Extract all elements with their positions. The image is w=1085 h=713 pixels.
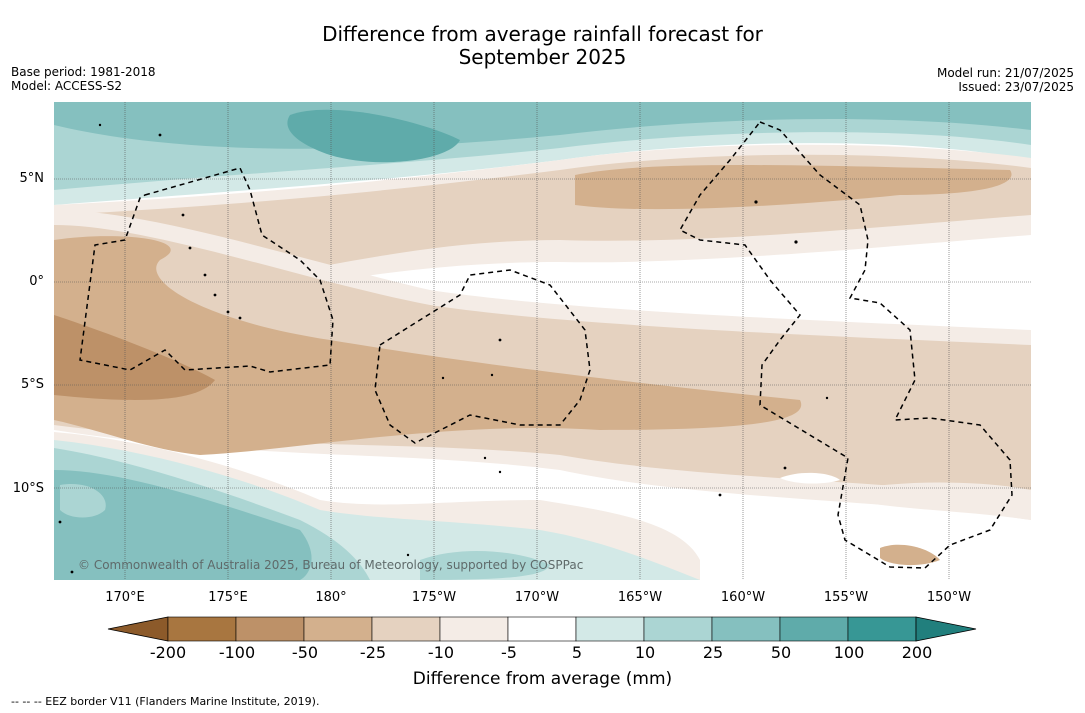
- colorbar-tick-label: 25: [702, 643, 724, 662]
- meta-left: Base period: 1981-2018 Model: ACCESS-S2: [11, 65, 156, 93]
- latitude-label: 5°N: [19, 171, 45, 186]
- longitude-label: 170°E: [105, 590, 145, 605]
- longitude-label: 180°: [315, 590, 347, 605]
- colorbar-tick-label: 100: [833, 643, 865, 662]
- longitude-label: 155°W: [823, 590, 869, 605]
- longitude-label: 175°W: [411, 590, 457, 605]
- rainfall-anomaly-map: [54, 102, 1031, 580]
- colorbar-tick-label: -25: [359, 643, 387, 662]
- colorbar-title: Difference from average (mm): [412, 669, 673, 689]
- latitude-label: 10°S: [12, 481, 44, 496]
- base-period-label: Base period: 1981-2018: [11, 65, 156, 79]
- colorbar-tick-label: 5: [571, 643, 583, 662]
- copyright-notice: © Commonwealth of Australia 2025, Bureau…: [78, 558, 584, 572]
- colorbar-tick-label: -50: [291, 643, 319, 662]
- colorbar-tick-label: 200: [901, 643, 933, 662]
- map-title-line-2: September 2025: [458, 45, 627, 69]
- colorbar-tick-label: -200: [149, 643, 187, 662]
- colorbar-tick-label: -100: [218, 643, 256, 662]
- islands: [58, 123, 829, 574]
- model-run-label: Model run: 21/07/2025: [936, 66, 1074, 80]
- model-label: Model: ACCESS-S2: [11, 79, 123, 93]
- map-title-line-1: Difference from average rainfall forecas…: [322, 22, 763, 46]
- colorbar-tick-label: 50: [770, 643, 792, 662]
- colorbar-tick-label: -5: [501, 643, 517, 662]
- colorbar-tick-label: -10: [427, 643, 455, 662]
- latitude-label: 0°: [29, 274, 44, 289]
- issued-label: Issued: 23/07/2025: [958, 80, 1074, 94]
- longitude-label: 165°W: [617, 590, 663, 605]
- latitude-label: 5°S: [20, 377, 44, 392]
- meta-right: Model run: 21/07/2025 Issued: 23/07/2025: [937, 66, 1074, 94]
- graticule: [54, 102, 1031, 580]
- eez-footnote: -- -- -- EEZ border V11 (Flanders Marine…: [11, 695, 320, 708]
- colorbar-tick-label: 10: [634, 643, 656, 662]
- longitude-label: 150°W: [926, 590, 972, 605]
- eez-borders: [79, 121, 1013, 569]
- longitude-label: 160°W: [720, 590, 766, 605]
- longitude-label: 170°W: [514, 590, 560, 605]
- longitude-label: 175°E: [208, 590, 248, 605]
